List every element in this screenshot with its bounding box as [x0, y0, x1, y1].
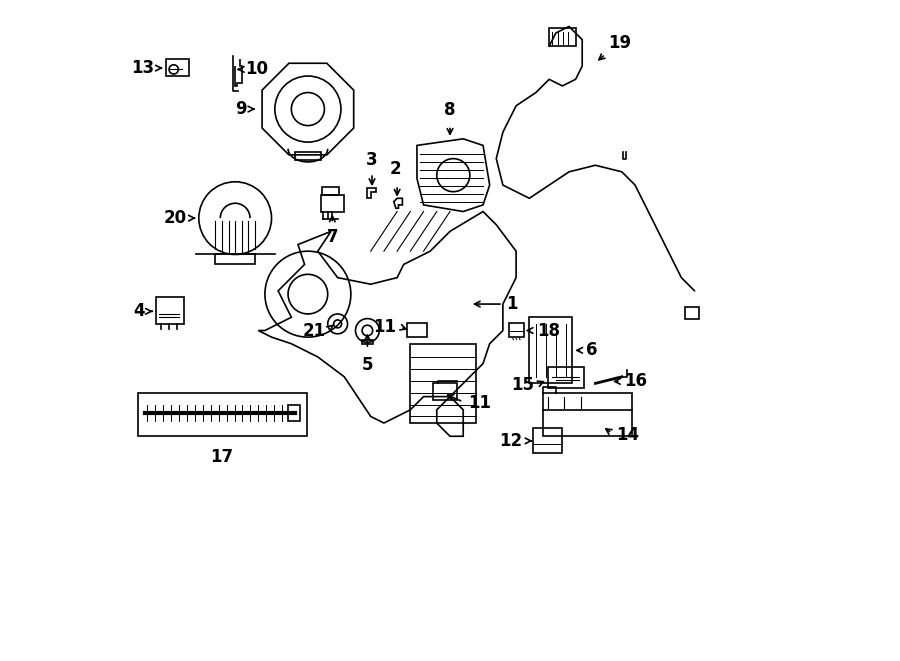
Bar	[548, 367, 584, 388]
Text: 14: 14	[616, 426, 640, 444]
Bar	[685, 307, 699, 319]
Text: 5: 5	[362, 356, 374, 373]
Text: 7: 7	[327, 228, 338, 246]
Bar	[294, 152, 321, 160]
Bar	[434, 383, 456, 400]
Bar	[322, 187, 339, 195]
Text: 16: 16	[624, 372, 647, 391]
Text: 18: 18	[537, 321, 561, 340]
Text: 21: 21	[302, 321, 326, 340]
Bar	[410, 344, 476, 423]
Bar	[166, 59, 189, 76]
Bar	[543, 393, 632, 436]
Text: 11: 11	[468, 394, 490, 412]
Bar	[529, 317, 572, 383]
Text: 1: 1	[506, 295, 518, 313]
Bar	[156, 297, 184, 324]
Bar	[362, 340, 373, 344]
Text: 15: 15	[511, 375, 535, 394]
Text: 9: 9	[236, 100, 248, 118]
Text: 11: 11	[373, 318, 396, 336]
Bar	[288, 405, 300, 421]
Bar	[509, 323, 524, 337]
Bar	[549, 28, 576, 46]
Text: 20: 20	[164, 209, 187, 227]
Text: 17: 17	[211, 448, 233, 466]
Bar	[215, 254, 255, 264]
Bar	[407, 323, 427, 337]
Text: 4: 4	[133, 302, 145, 321]
Text: 13: 13	[130, 59, 154, 77]
Bar	[321, 195, 344, 212]
Text: 8: 8	[445, 101, 455, 119]
Text: 10: 10	[245, 60, 268, 79]
Text: 3: 3	[366, 151, 378, 169]
Text: 19: 19	[608, 34, 632, 52]
Bar	[138, 393, 307, 436]
Text: 12: 12	[500, 432, 523, 450]
Text: 2: 2	[390, 161, 401, 178]
Bar	[533, 428, 562, 453]
Text: 6: 6	[586, 341, 597, 360]
